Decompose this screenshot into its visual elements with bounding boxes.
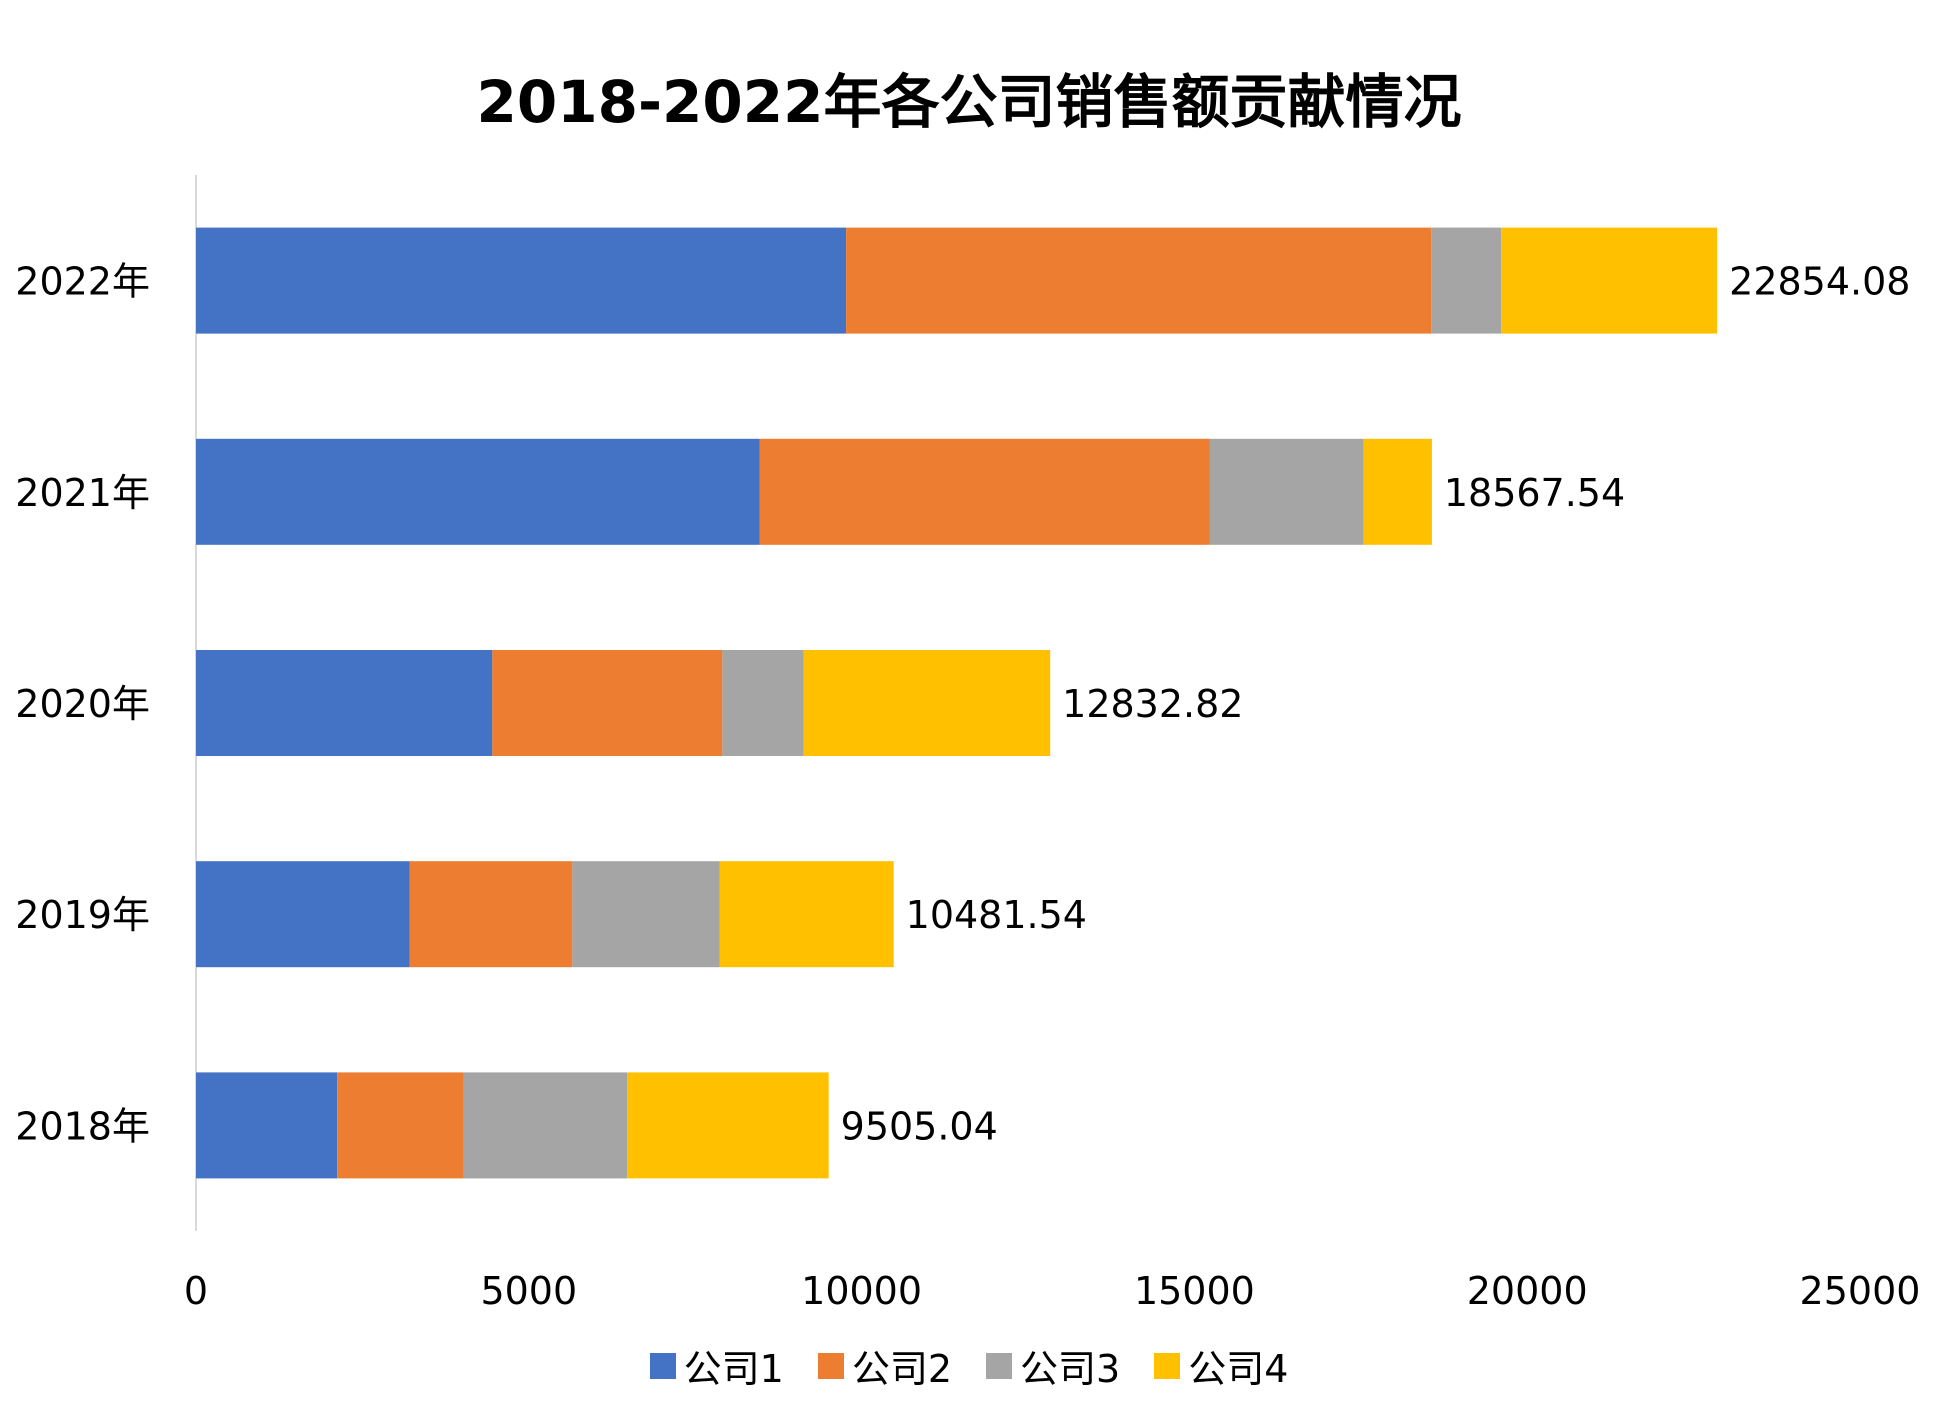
legend-swatch [649,1352,676,1379]
legend-label: 公司1 [683,1347,784,1391]
bar-segment-公司3 [1209,438,1364,545]
legend-item: 公司1 [649,1338,784,1393]
bar-segment-公司3 [463,1072,628,1179]
legend-swatch [1154,1352,1181,1379]
y-tick-label: 2022年 [15,260,150,304]
bar-segment-公司1 [196,650,493,756]
legend-label: 公司4 [1188,1347,1289,1391]
x-tick-label: 10000 [801,1269,922,1313]
x-tick-label: 25000 [1800,1269,1921,1313]
data-label-total: 12832.82 [1062,682,1243,726]
legend-item: 公司3 [986,1338,1120,1393]
bar-segment-公司2 [846,227,1432,334]
y-tick-label: 2021年 [15,471,150,515]
legend-item: 公司2 [817,1338,952,1393]
bar-segment-公司3 [572,861,720,968]
data-label-total: 22854.08 [1729,260,1910,304]
x-tick-label: 0 [184,1269,208,1313]
bar-segment-公司2 [492,650,723,756]
bar-segment-公司4 [627,1072,829,1179]
data-label-total: 9505.04 [841,1104,998,1148]
legend-swatch [817,1352,844,1379]
data-label-total: 18567.54 [1444,471,1625,515]
y-tick-label: 2019年 [15,893,150,937]
legend-swatch [986,1352,1012,1379]
data-label-total: 10481.54 [906,893,1087,937]
bar-segment-公司1 [196,227,847,334]
x-tick-label: 5000 [480,1269,577,1313]
y-tick-label: 2020年 [15,682,150,726]
x-tick-label: 15000 [1134,1269,1255,1313]
bar-segment-公司3 [722,650,804,756]
bar-segment-公司4 [1501,227,1718,334]
bar-segment-公司4 [719,861,894,968]
bar-segment-公司1 [196,861,410,968]
bar-segment-公司1 [196,438,760,545]
bar-segment-公司2 [409,861,573,968]
legend-label: 公司3 [1020,1347,1121,1391]
bar-segment-公司2 [337,1072,464,1179]
legend: 公司1 公司2 公司3 公司4 [0,1338,1938,1393]
bar-segment-公司2 [759,438,1210,545]
bar-segment-公司4 [803,650,1051,756]
bar-segment-公司3 [1431,227,1502,334]
bar-segment-公司1 [196,1072,338,1179]
chart-title: 2018-2022年各公司销售额贡献情况 [476,68,1462,136]
bar-segment-公司4 [1363,438,1432,545]
legend-label: 公司2 [851,1347,952,1391]
y-tick-label: 2018年 [15,1104,150,1148]
legend-item: 公司4 [1154,1338,1288,1393]
x-tick-label: 20000 [1467,1269,1588,1313]
